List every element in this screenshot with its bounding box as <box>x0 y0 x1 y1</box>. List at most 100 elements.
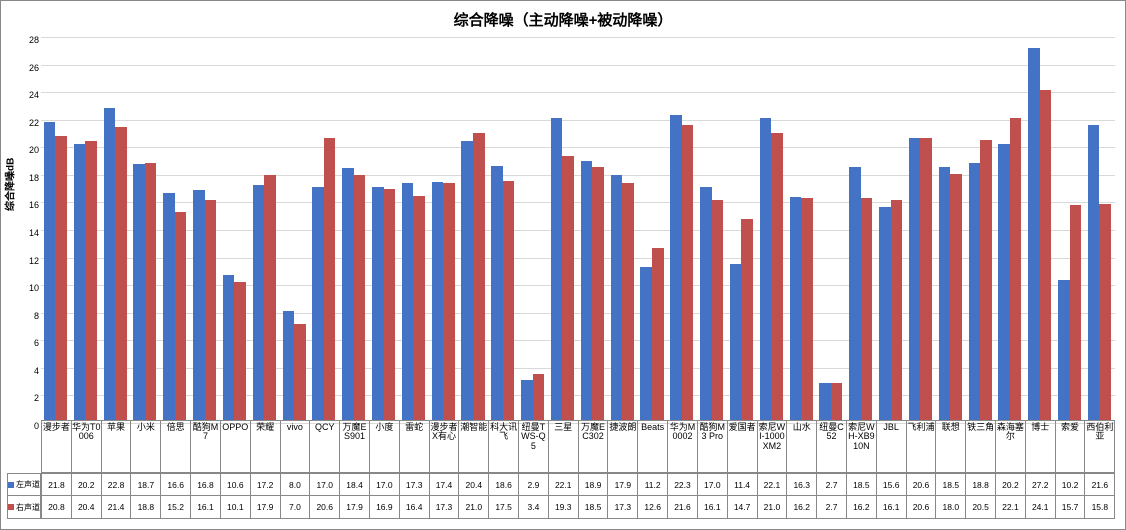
data-cell: 21.0 <box>757 496 787 519</box>
bar-group <box>280 37 310 420</box>
data-cell: 16.2 <box>786 496 816 519</box>
y-tick-label: 8 <box>23 311 39 321</box>
bar <box>640 267 652 420</box>
x-category-label: 联想 <box>942 423 960 432</box>
x-category-label: 漫步者X有心 <box>430 423 459 442</box>
bar-group <box>429 37 459 420</box>
x-category-cell: 万魔ES901 <box>339 421 369 473</box>
data-cell: 17.9 <box>607 473 637 496</box>
bar-group <box>548 37 578 420</box>
x-category-cell: 纽曼C52 <box>816 421 846 473</box>
bar <box>790 197 802 420</box>
y-axis-title: 综合降噪dB <box>2 158 17 211</box>
x-category-cell: 万魔EC302 <box>578 421 608 473</box>
data-cell: 22.1 <box>548 473 578 496</box>
x-category-label: 三星 <box>554 423 572 432</box>
bar <box>234 282 246 420</box>
bar <box>461 141 473 420</box>
data-cell: 3.4 <box>518 496 548 519</box>
bar <box>193 190 205 420</box>
x-category-label: 华为M0002 <box>668 423 697 442</box>
data-cell: 15.6 <box>876 473 906 496</box>
bar-group <box>817 37 847 420</box>
data-cell: 17.9 <box>250 496 280 519</box>
bar <box>342 168 354 420</box>
x-category-cell: 科大讯飞 <box>488 421 518 473</box>
bar <box>581 161 593 420</box>
x-category-cell: 飞利浦 <box>906 421 936 473</box>
bar <box>998 144 1010 420</box>
x-category-cell: 雷蛇 <box>399 421 429 473</box>
bar-group <box>697 37 727 420</box>
bar <box>253 185 265 420</box>
plot-area <box>41 37 1115 421</box>
bar <box>652 248 664 420</box>
bar <box>700 187 712 420</box>
y-tick-label: 2 <box>23 393 39 403</box>
bar <box>104 108 116 420</box>
data-cell: 16.2 <box>846 496 876 519</box>
bar <box>909 138 921 420</box>
data-cell: 8.0 <box>280 473 310 496</box>
bar <box>533 374 545 421</box>
bar <box>670 115 682 420</box>
data-cell: 2.7 <box>816 496 846 519</box>
x-category-label: 漫步者 <box>43 423 70 432</box>
data-cell: 17.2 <box>250 473 280 496</box>
x-category-label: 索尼WI-1000XM2 <box>758 423 787 451</box>
bar <box>1088 125 1100 420</box>
bar-group <box>1085 37 1115 420</box>
bar <box>473 133 485 420</box>
x-category-cell: OPPO <box>220 421 250 473</box>
y-tick-label: 6 <box>23 338 39 348</box>
bar-group <box>190 37 220 420</box>
bar <box>145 163 157 420</box>
data-cell: 18.5 <box>846 473 876 496</box>
data-cell: 22.3 <box>667 473 697 496</box>
bar <box>1058 280 1070 420</box>
bar <box>55 136 67 421</box>
chart-title: 综合降噪（主动降噪+被动降噪） <box>1 1 1125 34</box>
data-cell: 16.1 <box>190 496 220 519</box>
x-category-label: QCY <box>315 423 335 432</box>
bar-group <box>369 37 399 420</box>
x-category-cell: 荣耀 <box>250 421 280 473</box>
legend-swatch <box>8 504 14 510</box>
bar-group <box>130 37 160 420</box>
bar <box>283 311 295 420</box>
x-category-cell: 潮智能 <box>458 421 488 473</box>
bar-group <box>757 37 787 420</box>
data-cell: 10.2 <box>1055 473 1085 496</box>
x-category-cell: 联想 <box>935 421 965 473</box>
data-cell: 17.0 <box>369 473 399 496</box>
data-cell: 11.4 <box>727 473 757 496</box>
bar <box>413 196 425 420</box>
data-cell: 15.8 <box>1084 496 1115 519</box>
chart-container: 综合降噪（主动降噪+被动降噪） 综合降噪dB 02468101214161820… <box>0 0 1126 530</box>
bar-group <box>1055 37 1085 420</box>
bar <box>85 141 97 420</box>
y-tick-label: 16 <box>23 200 39 210</box>
data-cell: 18.0 <box>935 496 965 519</box>
data-cell: 20.2 <box>71 473 101 496</box>
x-category-cell: vivo <box>280 421 310 473</box>
bar <box>312 187 324 420</box>
bar <box>443 183 455 420</box>
data-cell: 16.4 <box>399 496 429 519</box>
bar <box>551 118 563 420</box>
x-category-cell: 爱国者 <box>727 421 757 473</box>
x-category-label: vivo <box>287 423 303 432</box>
bar <box>372 187 384 420</box>
bar <box>730 264 742 420</box>
x-category-cell: 捷波朗 <box>607 421 637 473</box>
x-category-cell: 三星 <box>548 421 578 473</box>
bar <box>1010 118 1022 420</box>
data-cell: 16.9 <box>369 496 399 519</box>
data-cell: 7.0 <box>280 496 310 519</box>
bar <box>920 138 932 420</box>
bar-group <box>101 37 131 420</box>
bar <box>592 167 604 420</box>
x-category-cell: QCY <box>309 421 339 473</box>
data-cell: 19.3 <box>548 496 578 519</box>
x-category-cell: 西伯利亚 <box>1084 421 1115 473</box>
